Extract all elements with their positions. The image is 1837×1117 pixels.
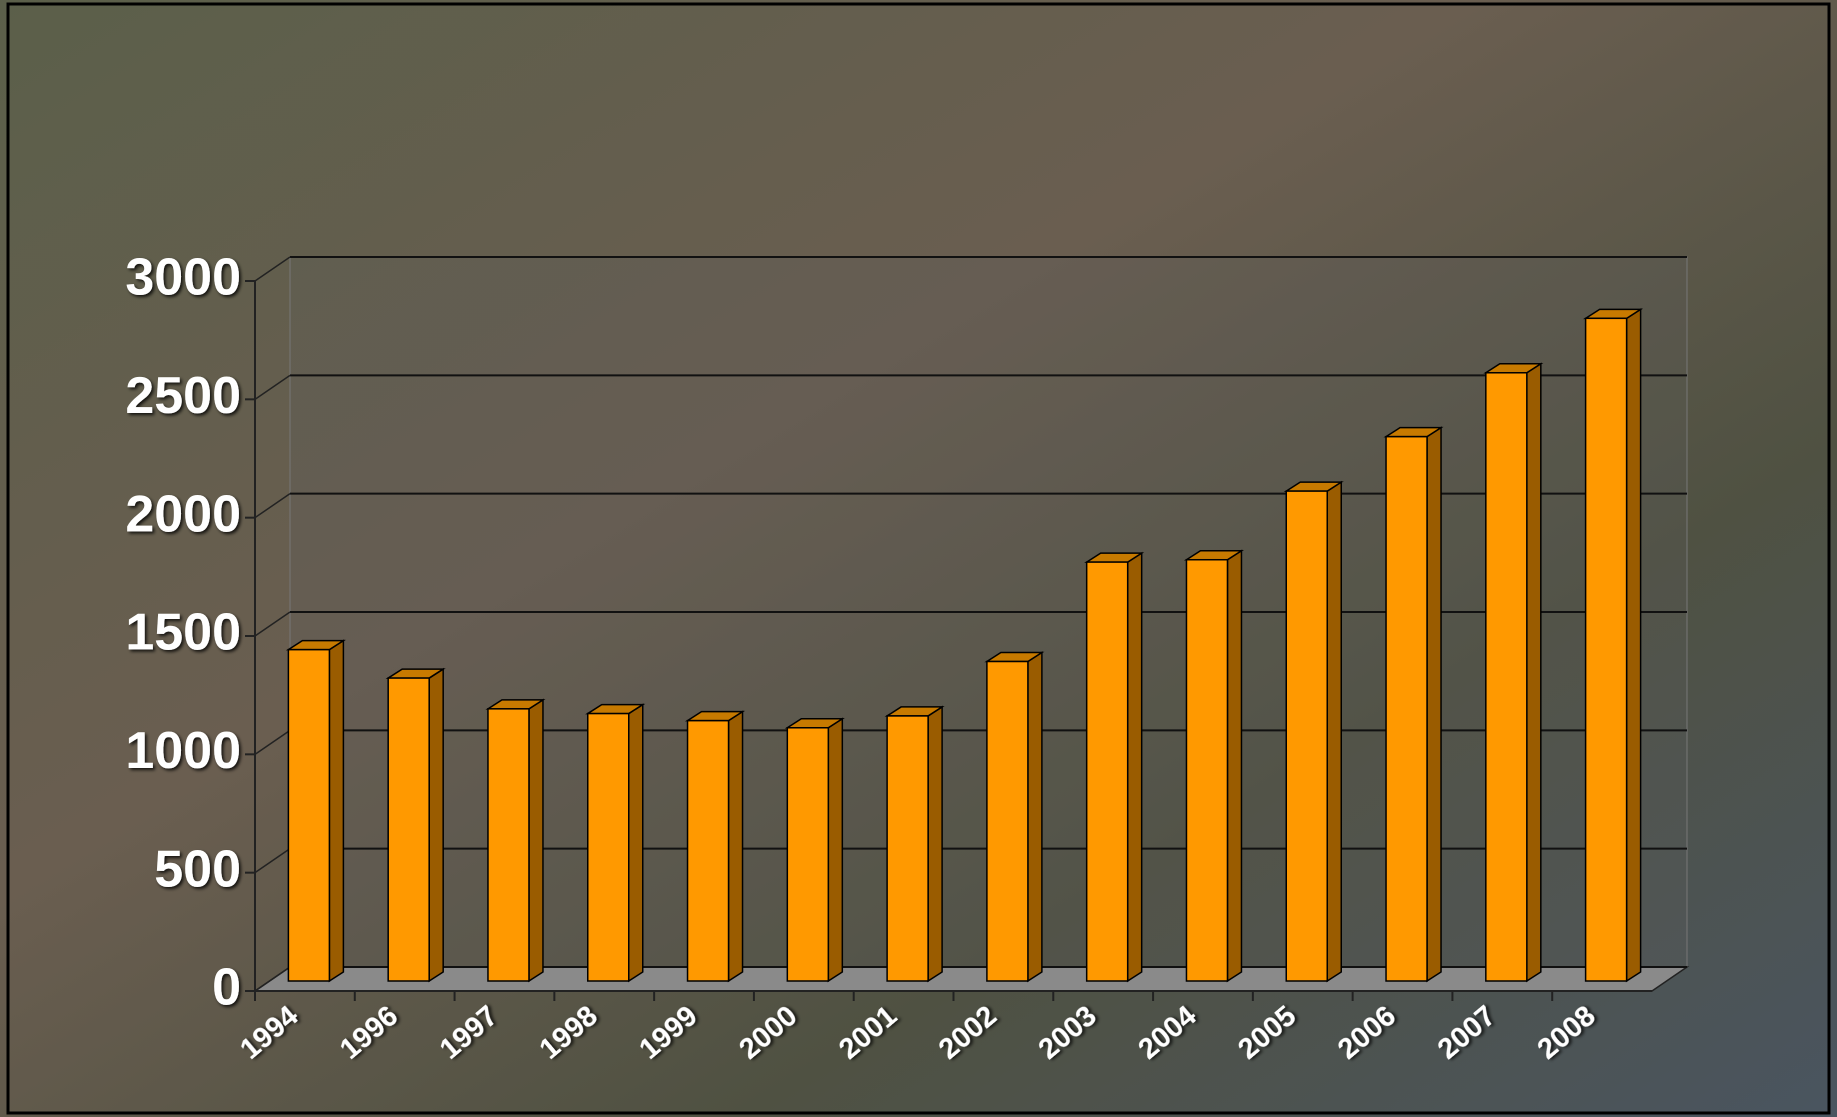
y-tick-label: 3000 <box>125 249 241 307</box>
bar-side <box>1327 482 1341 981</box>
bar <box>787 719 842 981</box>
bar <box>887 707 942 981</box>
bar <box>1486 364 1541 981</box>
bar <box>1386 428 1441 981</box>
y-tick-label: 500 <box>154 840 241 898</box>
bar <box>688 712 743 981</box>
bar-front <box>1486 373 1527 981</box>
bar-front <box>1386 437 1427 981</box>
bar-front <box>1087 562 1128 981</box>
bar-front <box>588 714 629 981</box>
bar-front <box>288 650 329 981</box>
bar-side <box>1427 428 1441 981</box>
bar-front <box>388 678 429 981</box>
bar <box>1286 482 1341 981</box>
bar <box>288 641 343 981</box>
bar-side <box>1128 553 1142 981</box>
bar-front <box>987 662 1028 982</box>
y-tick-label: 2000 <box>125 485 241 543</box>
bar <box>1586 309 1641 981</box>
bar <box>1087 553 1142 981</box>
y-tick-label: 0 <box>212 959 241 1017</box>
bar <box>388 669 443 981</box>
bar-front <box>1186 560 1227 981</box>
bar-side <box>429 669 443 981</box>
bar-front <box>688 721 729 981</box>
bar-side <box>928 707 942 981</box>
chart: 0500100015002000250030001994199619971998… <box>0 0 1837 1117</box>
bar-side <box>1227 551 1241 981</box>
floor <box>255 967 1687 991</box>
bar-front <box>787 728 828 981</box>
bar-side <box>329 641 343 981</box>
bar <box>987 653 1042 982</box>
y-tick-label: 1500 <box>125 604 241 662</box>
bar-side <box>1527 364 1541 981</box>
page: 0500100015002000250030001994199619971998… <box>0 0 1837 1117</box>
bar <box>1186 551 1241 981</box>
bar <box>588 705 643 981</box>
bar-side <box>1028 653 1042 982</box>
bar-side <box>529 700 543 981</box>
bar-side <box>828 719 842 981</box>
bar-front <box>887 716 928 981</box>
bar-front <box>1586 318 1627 981</box>
y-tick-label: 2500 <box>125 367 241 425</box>
bar-side <box>1627 309 1641 981</box>
bar-side <box>729 712 743 981</box>
bar-side <box>629 705 643 981</box>
bar-front <box>1286 491 1327 981</box>
y-tick-label: 1000 <box>125 722 241 780</box>
bar-front <box>488 709 529 981</box>
bar <box>488 700 543 981</box>
